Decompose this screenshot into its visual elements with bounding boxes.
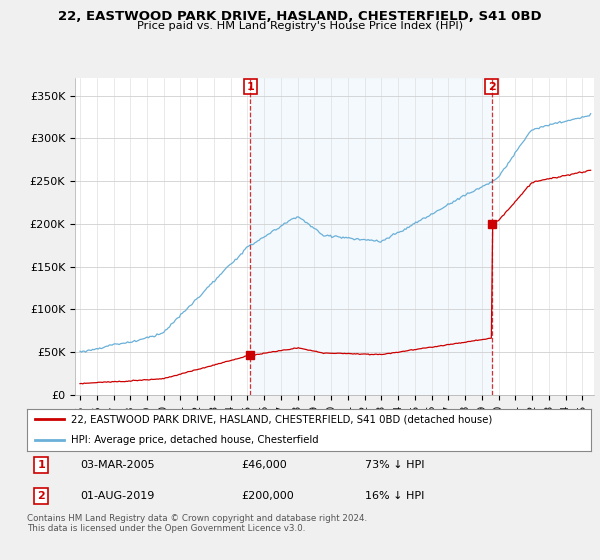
Text: 1: 1: [247, 82, 254, 92]
Text: Contains HM Land Registry data © Crown copyright and database right 2024.
This d: Contains HM Land Registry data © Crown c…: [27, 514, 367, 534]
Text: 2: 2: [488, 82, 496, 92]
Text: £46,000: £46,000: [241, 460, 287, 470]
Text: 16% ↓ HPI: 16% ↓ HPI: [365, 491, 425, 501]
Bar: [250, 78, 491, 395]
Text: 2: 2: [37, 491, 45, 501]
Text: HPI: Average price, detached house, Chesterfield: HPI: Average price, detached house, Ches…: [71, 435, 319, 445]
Text: £200,000: £200,000: [241, 491, 294, 501]
Text: 01-AUG-2019: 01-AUG-2019: [80, 491, 155, 501]
Text: 1: 1: [37, 460, 45, 470]
Text: 22, EASTWOOD PARK DRIVE, HASLAND, CHESTERFIELD, S41 0BD: 22, EASTWOOD PARK DRIVE, HASLAND, CHESTE…: [58, 10, 542, 23]
Text: 22, EASTWOOD PARK DRIVE, HASLAND, CHESTERFIELD, S41 0BD (detached house): 22, EASTWOOD PARK DRIVE, HASLAND, CHESTE…: [71, 414, 493, 424]
Text: Price paid vs. HM Land Registry's House Price Index (HPI): Price paid vs. HM Land Registry's House …: [137, 21, 463, 31]
Text: 03-MAR-2005: 03-MAR-2005: [80, 460, 155, 470]
Text: 73% ↓ HPI: 73% ↓ HPI: [365, 460, 425, 470]
